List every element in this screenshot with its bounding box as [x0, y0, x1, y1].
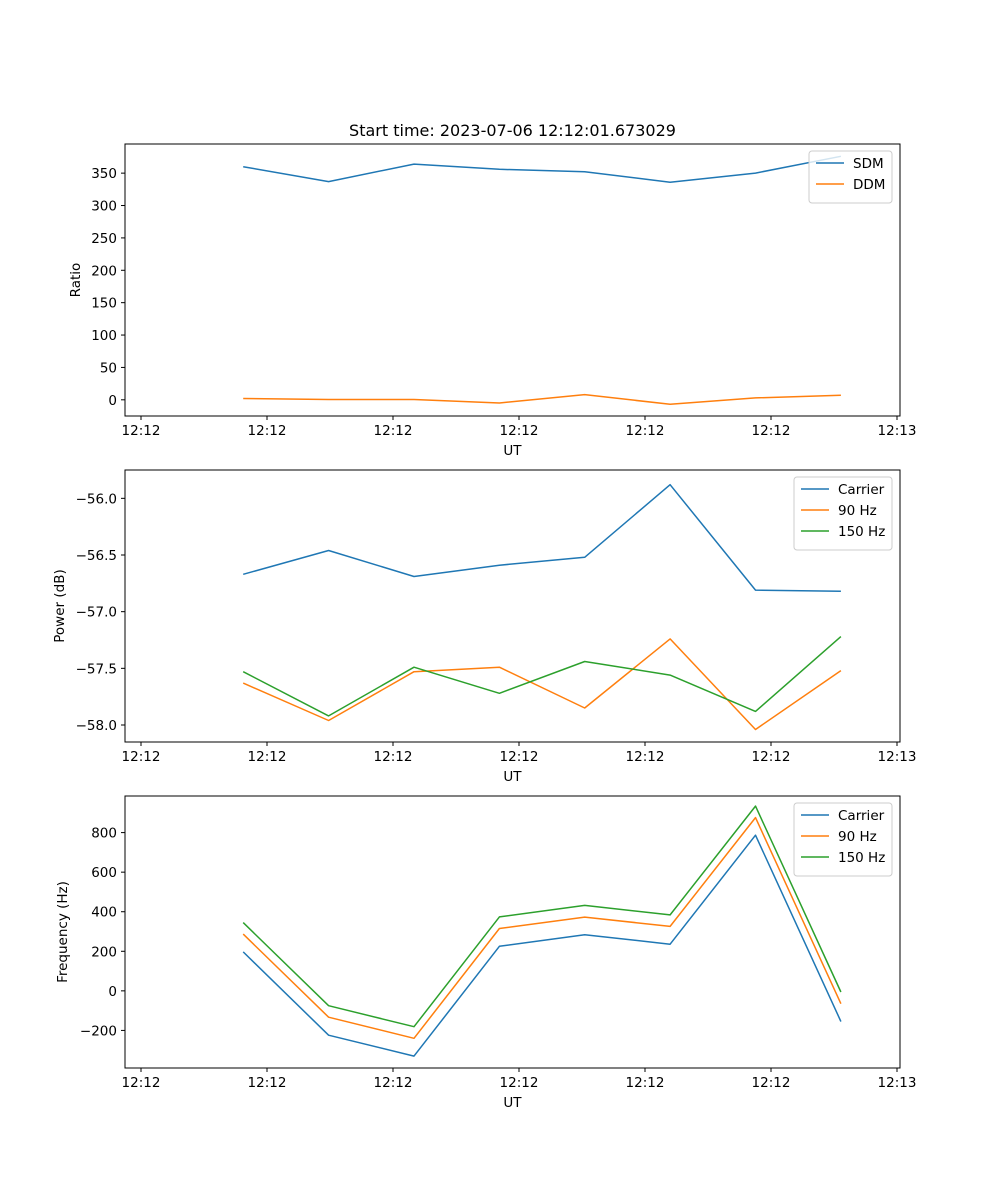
y-tick-label: 0: [108, 393, 117, 409]
legend-label: 150 Hz: [838, 524, 885, 540]
legend: Carrier 90 Hz 150 Hz: [793, 476, 893, 551]
chart-panel-3: 12:12 12:12 12:12 12:12 12:12 12:12 12:13 −200 0…: [55, 795, 917, 1111]
x-tick-label: 12:12: [248, 749, 287, 765]
legend-label: 150 Hz: [838, 850, 885, 866]
x-tick-label: 12:12: [752, 749, 791, 765]
x-tick-label: 12:12: [626, 423, 665, 439]
x-tick-label: 12:12: [122, 749, 161, 765]
y-tick-label: 100: [91, 328, 117, 344]
chart-panel-2: 12:12 12:12 12:12 12:12 12:12 12:12 12:13 −58.0…: [52, 469, 917, 785]
legend-box: [808, 150, 893, 204]
legend-label: SDM: [853, 156, 884, 172]
x-axis-label: UT: [503, 443, 522, 459]
series-line-90-hz: [242, 638, 842, 731]
chart-panel-1: Start time: 2023-07-06 12:12:01.673029 12…: [68, 121, 916, 459]
x-tick-label: 12:12: [374, 749, 413, 765]
legend-label: Carrier: [838, 808, 885, 824]
y-tick-label: 200: [91, 944, 117, 960]
series-line-150-hz: [242, 636, 842, 717]
y-axis-label: Power (dB): [52, 569, 68, 642]
series-line-sdm: [243, 155, 842, 183]
legend: SDM DDM: [808, 150, 893, 204]
series-line-carrier: [242, 483, 841, 593]
y-tick-label: 300: [91, 199, 117, 215]
x-tick-label: 12:13: [878, 423, 917, 439]
y-axis-label: Ratio: [68, 263, 84, 298]
series-line-150-hz: [242, 805, 842, 1028]
y-tick-label: −57.0: [76, 605, 117, 621]
y-tick-label: −56.0: [76, 491, 117, 507]
series-line-90-hz: [242, 816, 842, 1040]
y-tick-label: −57.5: [76, 661, 117, 677]
legend-label: DDM: [853, 177, 885, 193]
chart-title: Start time: 2023-07-06 12:12:01.673029: [349, 121, 676, 140]
x-tick-label: 12:12: [374, 423, 413, 439]
legend-label: 90 Hz: [838, 503, 877, 519]
series-group: [243, 155, 842, 406]
legend-label: 90 Hz: [838, 829, 877, 845]
x-tick-label: 12:13: [878, 1075, 917, 1091]
x-tick-label: 12:12: [122, 1075, 161, 1091]
y-tick-label: −58.0: [76, 718, 117, 734]
y-tick-label: 800: [91, 826, 117, 842]
x-tick-label: 12:12: [752, 1075, 791, 1091]
x-tick-label: 12:12: [500, 749, 539, 765]
series-line-carrier: [242, 834, 842, 1057]
x-tick-label: 12:12: [626, 749, 665, 765]
x-tick-label: 12:12: [626, 1075, 665, 1091]
x-tick-label: 12:12: [374, 1075, 413, 1091]
x-tick-label: 12:12: [500, 423, 539, 439]
x-tick-label: 12:13: [878, 749, 917, 765]
x-tick-label: 12:12: [752, 423, 791, 439]
series-group: [242, 483, 842, 731]
x-tick-label: 12:12: [500, 1075, 539, 1091]
axes-frame: [124, 469, 901, 743]
y-tick-label: 250: [91, 231, 117, 247]
y-tick-label: 350: [91, 166, 117, 182]
y-tick-label: 0: [108, 984, 117, 1000]
y-tick-label: 200: [91, 263, 117, 279]
x-axis-label: UT: [503, 769, 522, 785]
y-axis-label: Frequency (Hz): [55, 881, 71, 983]
y-tick-label: 600: [91, 865, 117, 881]
axes-frame: [124, 143, 901, 417]
y-tick-label: −56.5: [76, 548, 117, 564]
x-axis-label: UT: [503, 1095, 522, 1111]
x-tick-label: 12:12: [248, 1075, 287, 1091]
y-tick-label: −200: [80, 1023, 117, 1039]
legend: Carrier 90 Hz 150 Hz: [793, 802, 893, 877]
series-line-ddm: [243, 393, 841, 406]
y-tick-label: 400: [91, 905, 117, 921]
x-tick-label: 12:12: [122, 423, 161, 439]
y-tick-label: 50: [100, 360, 117, 376]
legend-label: Carrier: [838, 482, 885, 498]
series-group: [242, 805, 842, 1057]
axes-frame: [124, 795, 901, 1069]
x-tick-label: 12:12: [248, 423, 287, 439]
y-tick-label: 150: [91, 296, 117, 312]
